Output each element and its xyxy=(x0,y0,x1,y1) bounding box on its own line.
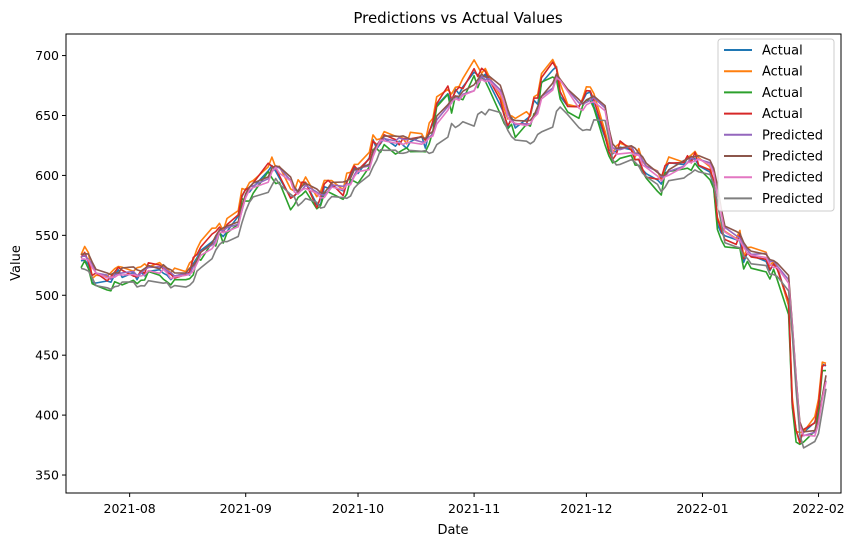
series-line-4-actual xyxy=(80,61,827,444)
x-tick-label: 2022-01 xyxy=(676,501,728,516)
y-tick-label: 700 xyxy=(35,48,59,63)
legend-label: Predicted xyxy=(762,150,823,165)
y-axis-label: Value xyxy=(9,245,24,281)
legend-label: Predicted xyxy=(762,128,823,143)
y-tick-label: 400 xyxy=(35,408,59,423)
x-axis-label: Date xyxy=(437,523,468,538)
y-axis: 350 400 450 500 550 600 650 700 xyxy=(35,48,66,483)
chart-title: Predictions vs Actual Values xyxy=(353,9,563,27)
series-line-8-predicted xyxy=(80,106,827,449)
y-tick-label: 500 xyxy=(35,288,59,303)
y-tick-label: 650 xyxy=(35,108,59,123)
y-tick-label: 450 xyxy=(35,348,59,363)
legend-label: Actual xyxy=(762,107,803,122)
x-tick-label: 2022-02 xyxy=(792,501,844,516)
x-tick-label: 2021-08 xyxy=(104,501,156,516)
x-tick-label: 2021-09 xyxy=(220,501,272,516)
series-layer xyxy=(80,58,827,449)
y-tick-label: 350 xyxy=(35,468,59,483)
y-tick-label: 600 xyxy=(35,168,59,183)
legend-label: Predicted xyxy=(762,192,823,207)
series-line-6-predicted xyxy=(80,73,827,433)
legend-box xyxy=(717,38,835,212)
x-axis: 2021-08 2021-09 2021-10 2021-11 2021-12 2022-… xyxy=(104,493,845,516)
x-tick-label: 2021-12 xyxy=(560,501,612,516)
legend-label: Actual xyxy=(762,65,803,80)
series-line-7-predicted xyxy=(80,77,827,437)
plot-frame xyxy=(65,33,842,494)
x-tick-label: 2021-10 xyxy=(332,501,384,516)
legend-label: Predicted xyxy=(762,171,823,186)
x-tick-label: 2021-11 xyxy=(448,501,500,516)
legend-label: Actual xyxy=(762,86,803,101)
legend: Actual Actual Actual Actual Predicted Predict… xyxy=(717,38,835,212)
legend-label: Actual xyxy=(762,44,803,59)
y-tick-label: 550 xyxy=(35,228,59,243)
